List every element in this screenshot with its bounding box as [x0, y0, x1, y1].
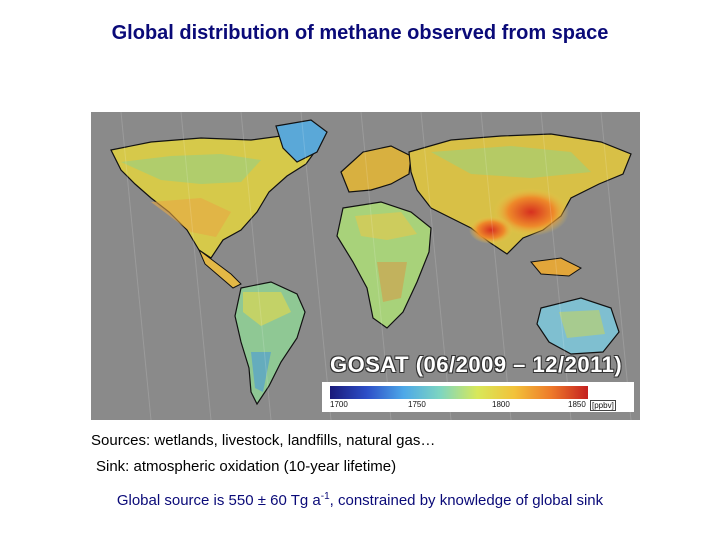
global-source-text: Global source is 550 ± 60 Tg a-1, constr…: [0, 491, 720, 509]
colorbar-gradient: [330, 386, 588, 399]
colorbar-legend: 1700 1750 1800 1850 [ppbv]: [322, 382, 634, 412]
global-source-prefix: Global source is 550 ± 60 Tg a: [116, 492, 321, 509]
methane-map: [91, 112, 640, 420]
colorbar-tick: 1800: [492, 400, 510, 409]
colorbar-tick: 1700: [330, 400, 348, 409]
sink-text: Sink: atmospheric oxidation (10-year lif…: [96, 458, 397, 475]
global-source-suffix: , constrained by knowledge of global sin…: [329, 492, 604, 509]
slide-title: Global distribution of methane observed …: [111, 22, 609, 44]
world-map-graphic: [110, 112, 632, 420]
gosat-period-label: GOSAT (06/2009 – 12/2011): [330, 352, 623, 377]
colorbar-units: [ppbv]: [590, 400, 616, 411]
sources-text: Sources: wetlands, livestock, landfills,…: [91, 432, 436, 449]
greenland: [275, 119, 328, 163]
colorbar-tick: 1750: [408, 400, 426, 409]
europe: [340, 145, 412, 193]
colorbar-tick: 1850: [568, 400, 586, 409]
global-source-superscript: -1: [320, 491, 330, 502]
